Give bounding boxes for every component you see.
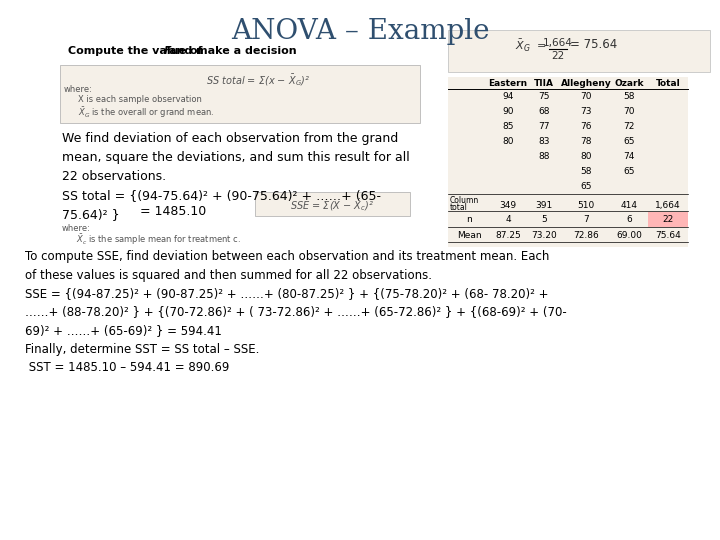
Text: Eastern: Eastern <box>488 79 528 88</box>
Text: 75.64: 75.64 <box>655 231 681 240</box>
Text: 70: 70 <box>580 92 592 101</box>
Text: 7: 7 <box>583 215 589 224</box>
Text: 65: 65 <box>624 167 635 176</box>
FancyBboxPatch shape <box>60 65 420 123</box>
Text: 75: 75 <box>539 92 550 101</box>
Text: Allegheny: Allegheny <box>561 79 611 88</box>
Text: 5: 5 <box>541 215 547 224</box>
Text: 6: 6 <box>626 215 632 224</box>
Text: where:: where: <box>62 224 91 233</box>
Text: Total: Total <box>656 79 680 88</box>
Text: 1,664: 1,664 <box>655 201 681 210</box>
Text: SS total = Σ(x − $\bar{X}_G$)²: SS total = Σ(x − $\bar{X}_G$)² <box>206 72 310 87</box>
Text: 78: 78 <box>580 137 592 146</box>
Text: To compute SSE, find deviation between each observation and its treatment mean. : To compute SSE, find deviation between e… <box>25 250 567 374</box>
Text: 58: 58 <box>580 167 592 176</box>
Text: 83: 83 <box>539 137 550 146</box>
Text: Compute the value of: Compute the value of <box>68 46 207 56</box>
Text: = 75.64: = 75.64 <box>570 37 617 51</box>
Text: 73: 73 <box>580 107 592 116</box>
Text: 76: 76 <box>580 122 592 131</box>
Text: 69.00: 69.00 <box>616 231 642 240</box>
Text: 73.20: 73.20 <box>531 231 557 240</box>
Text: 87.25: 87.25 <box>495 231 521 240</box>
Text: 70: 70 <box>624 107 635 116</box>
Text: F: F <box>164 46 171 56</box>
Text: 349: 349 <box>500 201 516 210</box>
Text: 65: 65 <box>624 137 635 146</box>
Text: n: n <box>466 215 472 224</box>
Text: We find deviation of each observation from the grand
mean, square the deviations: We find deviation of each observation fr… <box>62 132 410 221</box>
Text: Column: Column <box>450 196 480 205</box>
Text: 94: 94 <box>503 92 513 101</box>
Text: 22: 22 <box>551 51 564 61</box>
Text: 88: 88 <box>539 152 550 161</box>
Text: where:: where: <box>64 85 93 94</box>
Text: 68: 68 <box>539 107 550 116</box>
Text: SSE = Σ(X − $\bar{X}_c$)²: SSE = Σ(X − $\bar{X}_c$)² <box>290 197 374 213</box>
Text: 77: 77 <box>539 122 550 131</box>
Text: TIIA: TIIA <box>534 79 554 88</box>
Text: $\bar{X}_G$ is the overall or grand mean.: $\bar{X}_G$ is the overall or grand mean… <box>78 105 215 120</box>
Text: 90: 90 <box>503 107 514 116</box>
Text: ANOVA – Example: ANOVA – Example <box>230 18 490 45</box>
Text: = 1485.10: = 1485.10 <box>140 205 206 218</box>
Text: 72: 72 <box>624 122 635 131</box>
Text: 414: 414 <box>621 201 637 210</box>
Text: 85: 85 <box>503 122 514 131</box>
Text: X is each sample observation: X is each sample observation <box>78 95 202 104</box>
Text: 72.86: 72.86 <box>573 231 599 240</box>
Text: Mean: Mean <box>456 231 481 240</box>
Text: 74: 74 <box>624 152 635 161</box>
Text: 65: 65 <box>580 182 592 191</box>
Text: 58: 58 <box>624 92 635 101</box>
Text: 510: 510 <box>577 201 595 210</box>
Text: 22: 22 <box>662 215 674 224</box>
Text: $\bar{X}_G$  =: $\bar{X}_G$ = <box>515 38 547 54</box>
FancyBboxPatch shape <box>448 77 688 247</box>
Text: 391: 391 <box>536 201 553 210</box>
Text: Ozark: Ozark <box>614 79 644 88</box>
FancyBboxPatch shape <box>648 212 688 227</box>
Text: 80: 80 <box>580 152 592 161</box>
Text: 4: 4 <box>505 215 510 224</box>
FancyBboxPatch shape <box>255 192 410 216</box>
Text: total: total <box>450 203 468 212</box>
FancyBboxPatch shape <box>448 30 710 72</box>
Text: and make a decision: and make a decision <box>169 46 297 56</box>
Text: 1,664: 1,664 <box>543 38 572 48</box>
Text: 80: 80 <box>503 137 514 146</box>
Text: $\bar{X}_c$ is the sample mean for treatment c.: $\bar{X}_c$ is the sample mean for treat… <box>76 232 241 247</box>
